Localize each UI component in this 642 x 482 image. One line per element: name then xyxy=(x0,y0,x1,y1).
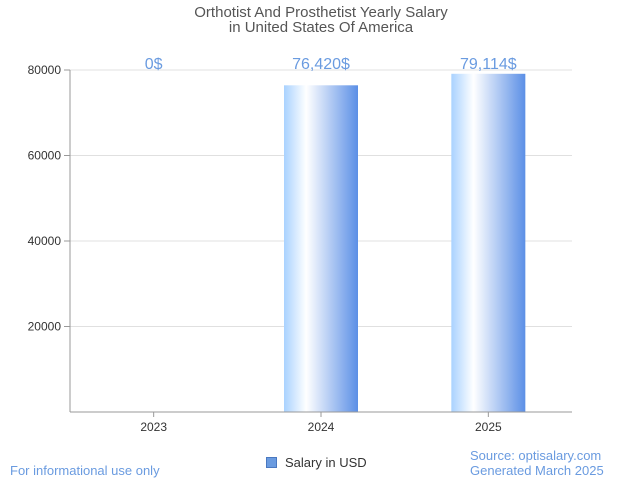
axes: 2023 2024 2025 xyxy=(69,70,572,434)
value-label: 0$ xyxy=(145,56,163,73)
x-tick-label: 2024 xyxy=(308,420,335,434)
chart-title: Orthotist And Prosthetist Yearly Salary xyxy=(194,4,448,21)
bar xyxy=(284,85,358,412)
y-tick-label: 60000 xyxy=(28,149,62,163)
generated-text: Generated March 2025 xyxy=(470,463,604,478)
x-tick-label: 2023 xyxy=(140,420,167,434)
value-label: 76,420$ xyxy=(292,56,350,73)
y-tick-label: 20000 xyxy=(28,320,62,334)
x-tick-label: 2025 xyxy=(475,420,502,434)
legend[interactable]: Salary in USD xyxy=(266,452,367,472)
source-text: Source: optisalary.com xyxy=(470,448,602,463)
value-labels: 0$ 76,420$ 79,114$ xyxy=(145,56,517,73)
bar xyxy=(451,73,526,412)
legend-label: Salary in USD xyxy=(285,454,367,470)
value-label: 79,114$ xyxy=(460,56,517,73)
bars xyxy=(284,73,526,412)
y-tick-label: 40000 xyxy=(28,234,62,248)
legend-swatch xyxy=(266,456,277,468)
disclaimer-text: For informational use only xyxy=(10,463,160,478)
chart-subtitle: in United States Of America xyxy=(228,19,414,36)
y-tick-label: 80000 xyxy=(28,63,62,77)
